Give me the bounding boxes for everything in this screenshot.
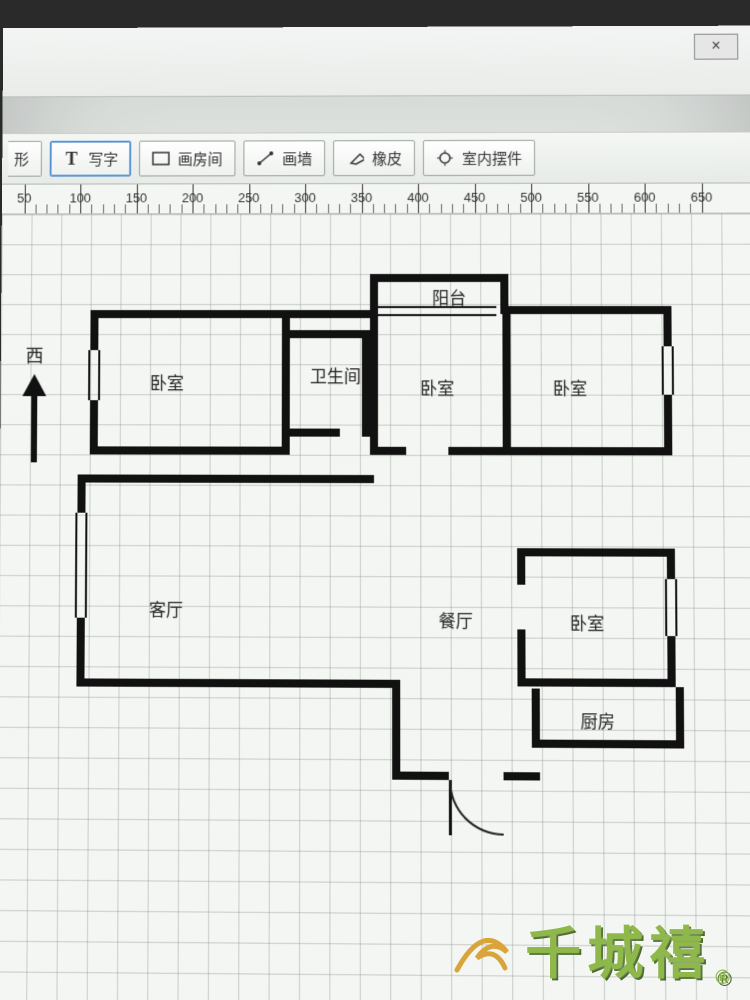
wall-segment (448, 447, 510, 455)
tool-room-button[interactable]: 画房间 (139, 140, 236, 176)
wall-segment (511, 447, 673, 455)
wall-segment (90, 446, 290, 454)
horizontal-ruler: 50100150200250300350400450500550600650 (2, 183, 750, 214)
window-line (75, 513, 78, 618)
close-icon: × (711, 38, 721, 56)
wall-segment (370, 274, 500, 282)
tool-shape-button[interactable]: 形 (8, 141, 42, 177)
window-line (672, 346, 674, 394)
wall-segment (504, 772, 541, 780)
room-label: 厨房 (580, 707, 615, 733)
furniture-icon (436, 149, 454, 167)
tool-wall-button[interactable]: 画墙 (243, 140, 325, 176)
wall-segment (370, 447, 406, 455)
wall-segment (282, 429, 340, 437)
furniture-tool-label: 室内摆件 (462, 147, 522, 168)
tool-furniture-button[interactable]: 室内摆件 (423, 140, 535, 176)
wall-segment (392, 772, 449, 780)
toolbar: 形 T 写字 画房间 画墙 橡皮 室内摆件 (2, 131, 750, 184)
room-label: 卫生间 (310, 362, 361, 387)
room-label: 阳台 (432, 284, 466, 309)
wall-segment (76, 618, 84, 687)
floor-plan: 阳台卧室卫生间卧室卧室客厅餐厅卧室厨房 (0, 214, 750, 1000)
room-label: 卧室 (150, 369, 184, 394)
window-line (98, 350, 100, 400)
wall-segment (663, 306, 671, 346)
room-tool-label: 画房间 (178, 148, 223, 169)
wall-segment (517, 548, 675, 557)
window-line (88, 350, 90, 400)
wall-segment (370, 310, 378, 455)
wall-segment (392, 680, 400, 780)
room-label: 卧室 (420, 374, 454, 399)
wall-segment (78, 474, 374, 483)
window-line (675, 579, 677, 636)
window-line (378, 314, 496, 316)
wall-icon (256, 149, 274, 167)
door-arc (449, 780, 504, 836)
text-icon: T (63, 150, 81, 168)
window-line (665, 579, 667, 636)
wall-segment (517, 548, 525, 585)
wall-segment (500, 306, 671, 314)
eraser-icon (346, 149, 364, 167)
wall-segment (664, 395, 672, 456)
text-tool-label: 写字 (88, 148, 118, 169)
tool-text-button[interactable]: T 写字 (50, 141, 132, 177)
wall-segment (676, 687, 685, 748)
wall-segment (76, 678, 400, 688)
wall-segment (667, 636, 675, 687)
wall-segment (517, 678, 675, 687)
wall-segment (532, 740, 684, 749)
wall-segment (90, 310, 98, 350)
room-label: 卧室 (570, 609, 605, 635)
wall-segment (91, 310, 370, 318)
window-line (662, 346, 664, 394)
app-screen: × 形 T 写字 画房间 画墙 橡皮 室内摆件 5010015020025030… (0, 26, 750, 1000)
drawing-canvas[interactable]: 西 阳台卧室卫生间卧室卧室客厅餐厅卧室厨房 (0, 214, 750, 1000)
window-close-button[interactable]: × (694, 34, 738, 60)
wall-segment (667, 549, 675, 580)
room-icon (152, 150, 170, 168)
wall-segment (282, 330, 370, 338)
room-label: 餐厅 (439, 607, 473, 633)
room-label: 客厅 (149, 596, 183, 621)
eraser-tool-label: 橡皮 (372, 148, 402, 169)
tool-eraser-button[interactable]: 橡皮 (333, 140, 415, 176)
wall-segment (362, 330, 370, 437)
room-label: 卧室 (553, 374, 587, 399)
window-line (85, 513, 88, 618)
shape-tool-label: 形 (14, 148, 29, 169)
wall-segment (502, 310, 510, 455)
wall-tool-label: 画墙 (282, 148, 312, 169)
wall-segment (532, 689, 540, 746)
window-titlebar: × (3, 26, 750, 98)
